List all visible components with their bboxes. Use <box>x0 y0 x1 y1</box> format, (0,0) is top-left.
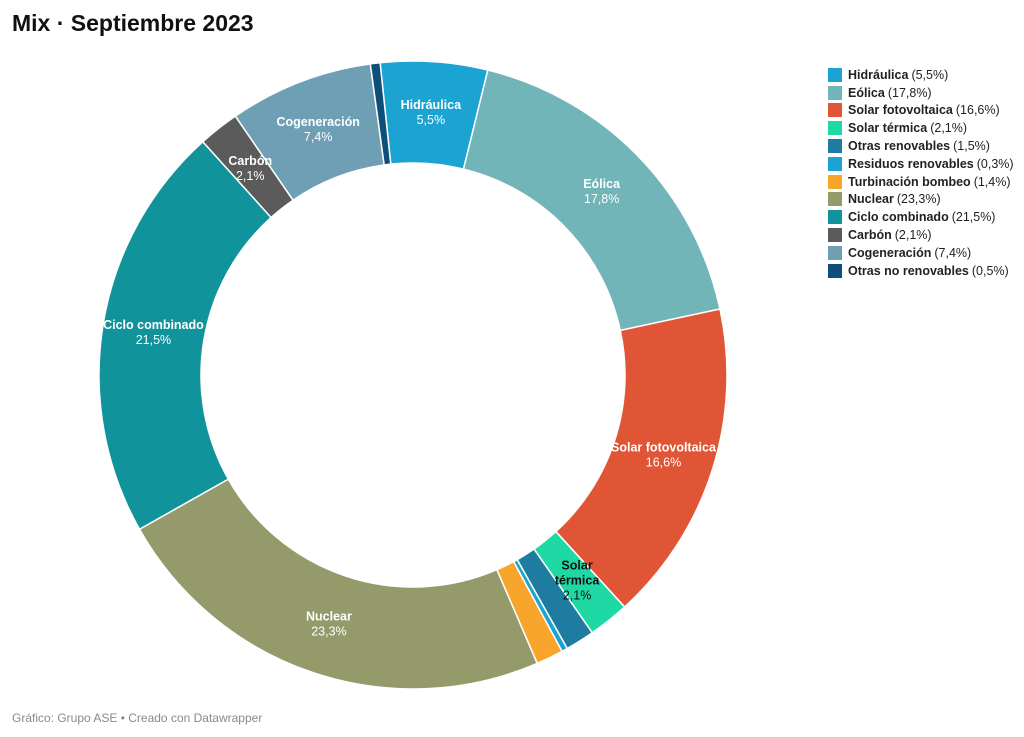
legend-name: Otras renovables <box>848 139 951 154</box>
legend-swatch <box>828 228 842 243</box>
slice-label-name: Hidráulica <box>401 98 462 112</box>
legend-item: Otras no renovables (0,5%) <box>828 262 1014 280</box>
slice-label-name: Nuclear <box>306 610 352 624</box>
legend-item: Cogeneración (7,4%) <box>828 244 1014 262</box>
legend-swatch <box>828 156 842 171</box>
slice-label-name: Solar <box>561 559 592 573</box>
chart-title: Mix · Septiembre 2023 <box>12 10 254 36</box>
slice-label: Eólica 17,8% <box>583 177 621 206</box>
legend-name: Eólica <box>848 85 885 100</box>
slice-label-value: 21,5% <box>136 333 171 347</box>
legend-value: (5,5%) <box>911 67 949 82</box>
legend-name: Residuos renovables <box>848 156 974 171</box>
slice-label-name: Cogeneración <box>276 115 359 129</box>
legend-value: (7,4%) <box>934 245 972 260</box>
legend-item: Hidráulica (5,5%) <box>828 66 1014 84</box>
slice-otras-no-renovables <box>369 61 392 166</box>
slice-label: Cogeneración 7,4% <box>276 115 359 144</box>
legend-swatch <box>828 245 842 260</box>
legend-value: (1,5%) <box>953 139 990 154</box>
slice-nuclear <box>138 478 539 690</box>
legend-value: (1,4%) <box>973 174 1011 189</box>
slice-label-value: 23,3% <box>311 625 346 639</box>
legend-value: (2,1%) <box>930 121 968 136</box>
legend-item: Nuclear (23,3%) <box>828 191 1014 209</box>
chart-legend: Hidráulica (5,5%) Eólica (17,8%) Solar f… <box>828 66 1014 280</box>
legend-name: Otras no renovables <box>848 263 969 278</box>
legend-item: Solar térmica (2,1%) <box>828 119 1014 137</box>
slice-label-name: Ciclo combinado <box>103 318 204 332</box>
slice-label-value: 2,1% <box>236 169 265 183</box>
slice-label: Hidráulica 5,5% <box>401 98 462 127</box>
legend-swatch <box>828 174 842 189</box>
slice-label: Solar fotovoltaica 16,6% <box>611 441 717 470</box>
legend-value: (0,5%) <box>971 263 1009 278</box>
legend-swatch <box>828 67 842 82</box>
donut-chart: Hidráulica 5,5% Eólica 17,8% Solar fotovolta… <box>98 60 728 690</box>
legend-item: Eólica (17,8%) <box>828 84 1014 102</box>
legend-value: (21,5%) <box>951 210 996 225</box>
slice-label: Ciclo combinado 21,5% <box>103 318 204 347</box>
legend-item: Carbón (2,1%) <box>828 226 1014 244</box>
legend-name: Turbinación bombeo <box>848 174 971 189</box>
slice-label-value: 16,6% <box>646 456 681 470</box>
slice-label-value: 2,1% <box>563 589 592 603</box>
legend-swatch <box>828 103 842 118</box>
legend-item: Residuos renovables (0,3%) <box>828 155 1014 173</box>
legend-value: (17,8%) <box>887 85 932 100</box>
chart-credit: Gráfico: Grupo ASE • Creado con Datawrap… <box>12 711 263 725</box>
legend-swatch <box>828 210 842 225</box>
legend-name: Carbón <box>848 228 892 243</box>
legend-value: (0,3%) <box>976 156 1014 171</box>
legend-value: (16,6%) <box>955 103 1000 118</box>
legend-value: (2,1%) <box>894 228 932 243</box>
legend-swatch <box>828 263 842 278</box>
slice-label-value: 17,8% <box>584 192 619 206</box>
slice-ciclo-combinado <box>98 140 273 531</box>
legend-swatch <box>828 192 842 207</box>
legend-name: Cogeneración <box>848 245 932 260</box>
legend-value: (23,3%) <box>896 192 941 207</box>
legend-name: Nuclear <box>848 192 894 207</box>
slice-label: Carbón 2,1% <box>228 154 272 183</box>
slice-label-name: Solar fotovoltaica <box>611 441 717 455</box>
legend-swatch <box>828 139 842 154</box>
legend-item: Otras renovables (1,5%) <box>828 137 1014 155</box>
legend-name: Solar fotovoltaica <box>848 103 953 118</box>
slice-label: Nuclear 23,3% <box>306 610 352 639</box>
slice-label-value: 5,5% <box>417 113 446 127</box>
legend-item: Turbinación bombeo (1,4%) <box>828 173 1014 191</box>
legend-item: Ciclo combinado (21,5%) <box>828 208 1014 226</box>
slice-label-name: Carbón <box>228 154 272 168</box>
legend-name: Solar térmica <box>848 121 928 136</box>
legend-swatch <box>828 121 842 136</box>
slice-labels: Hidráulica 5,5% Eólica 17,8% Solar fotovolta… <box>103 98 717 639</box>
slice-label-name: térmica <box>555 574 601 588</box>
legend-name: Hidráulica <box>848 67 909 82</box>
slice-label: Solar térmica 2,1% <box>555 559 601 603</box>
legend-item: Solar fotovoltaica (16,6%) <box>828 102 1014 120</box>
legend-name: Ciclo combinado <box>848 210 949 225</box>
slice-label-value: 7,4% <box>304 130 333 144</box>
slice-label-name: Eólica <box>583 177 621 191</box>
legend-swatch <box>828 85 842 100</box>
